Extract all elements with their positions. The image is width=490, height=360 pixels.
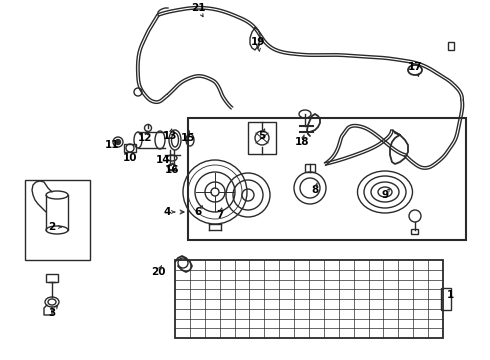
Text: 1: 1 [446,290,454,300]
Text: 3: 3 [49,308,56,318]
Text: 2: 2 [49,222,56,232]
Circle shape [116,140,121,144]
Text: 11: 11 [105,140,119,150]
Text: 16: 16 [165,165,179,175]
Text: 18: 18 [295,137,309,147]
Text: 8: 8 [311,185,318,195]
Text: 5: 5 [258,131,266,141]
Bar [448,42,454,50]
Text: 21: 21 [191,3,205,13]
Text: 13: 13 [163,131,177,141]
Text: 19: 19 [251,37,265,47]
Text: 6: 6 [195,207,201,217]
Bar [124,144,136,152]
Text: 20: 20 [151,267,165,277]
Bar [305,164,315,172]
Text: 17: 17 [408,62,422,72]
Bar [248,122,276,154]
Bar [25,180,90,260]
Text: 9: 9 [381,190,389,200]
Text: 4: 4 [163,207,171,217]
Bar [46,274,58,282]
Text: 7: 7 [216,210,224,220]
Text: 12: 12 [138,133,152,143]
Text: 14: 14 [156,155,171,165]
Text: 10: 10 [123,153,137,163]
Bar [175,260,443,338]
Bar [188,118,466,240]
Bar [441,288,451,310]
Text: 15: 15 [181,133,195,143]
